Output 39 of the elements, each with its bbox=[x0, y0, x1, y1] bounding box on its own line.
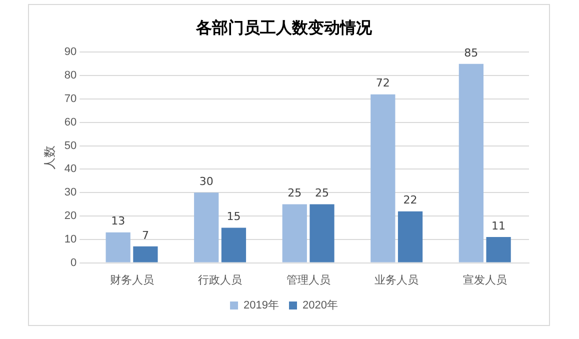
data-label: 7 bbox=[142, 228, 149, 242]
data-label: 25 bbox=[315, 186, 329, 200]
data-label: 11 bbox=[492, 219, 506, 232]
x-tick-label: 行政人员 bbox=[198, 274, 242, 286]
legend-label: 2019年 bbox=[244, 300, 280, 312]
y-axis-title: 人数 bbox=[42, 146, 57, 170]
data-label: 85 bbox=[464, 46, 478, 60]
x-tick-label: 宣发人员 bbox=[462, 273, 507, 286]
data-label: 25 bbox=[288, 186, 302, 200]
bar bbox=[398, 211, 423, 262]
bar bbox=[133, 246, 158, 262]
data-label: 30 bbox=[199, 174, 214, 188]
bar bbox=[282, 204, 307, 262]
y-tick-label: 80 bbox=[64, 70, 77, 82]
data-label: 72 bbox=[376, 76, 390, 90]
y-tick-label: 90 bbox=[64, 46, 77, 58]
y-tick-label: 20 bbox=[64, 210, 77, 222]
y-tick-label: 70 bbox=[64, 93, 77, 106]
bar bbox=[486, 237, 511, 262]
legend-label: 2020年 bbox=[302, 300, 338, 312]
y-tick-label: 0 bbox=[70, 256, 77, 269]
data-label: 15 bbox=[226, 210, 241, 224]
y-tick-label: 30 bbox=[64, 186, 77, 199]
y-tick-label: 50 bbox=[64, 140, 77, 152]
bar bbox=[106, 232, 130, 262]
bar bbox=[458, 64, 484, 262]
x-tick-label: 管理人员 bbox=[286, 274, 330, 286]
y-tick-label: 10 bbox=[64, 233, 77, 246]
bar bbox=[310, 204, 334, 262]
data-label: 13 bbox=[111, 214, 126, 228]
chart-title: 各部门员工人数变动情况 bbox=[195, 18, 373, 37]
y-tick-label: 40 bbox=[64, 163, 77, 176]
bar bbox=[221, 228, 246, 262]
x-tick-label: 业务人员 bbox=[374, 273, 419, 286]
y-tick-label: 60 bbox=[64, 116, 77, 128]
bar bbox=[370, 94, 396, 262]
data-label: 22 bbox=[403, 194, 418, 207]
x-tick-label: 财务人员 bbox=[110, 273, 154, 286]
bar bbox=[194, 192, 219, 262]
